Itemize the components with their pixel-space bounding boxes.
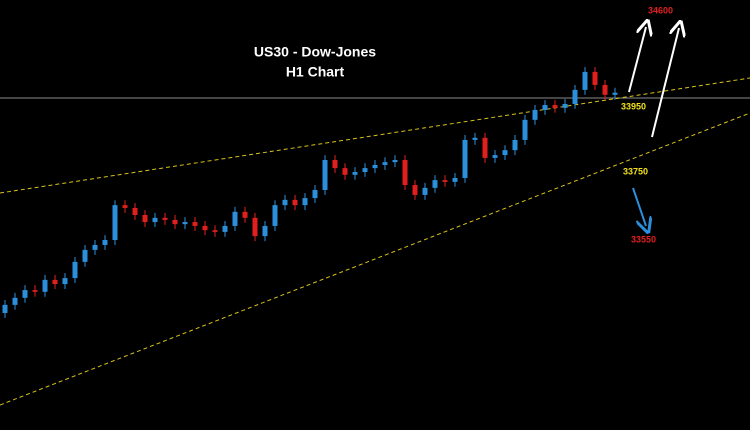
candle-body: [202, 225, 208, 231]
candle-body: [472, 137, 478, 140]
candle-body: [112, 205, 118, 241]
candle-body: [62, 278, 68, 285]
candle-body: [172, 219, 178, 225]
candle-body: [562, 103, 568, 108]
candle-body: [582, 71, 588, 90]
arrow-up: [628, 27, 646, 93]
candle-body: [182, 222, 188, 225]
candle-body: [412, 185, 418, 195]
level-label: 33950: [621, 101, 646, 111]
candle-body: [312, 189, 318, 199]
candle-body: [372, 164, 378, 169]
candle-body: [82, 249, 88, 262]
candle-body: [272, 205, 278, 226]
target-label: 33550: [631, 234, 656, 244]
candle-body: [232, 211, 238, 226]
candle-body: [342, 168, 348, 175]
trendline-lower: [0, 112, 750, 406]
candle-body: [602, 84, 608, 95]
trendline-upper: [0, 77, 750, 194]
candle-body: [402, 160, 408, 186]
candle-body: [452, 177, 458, 182]
level-label: 33750: [623, 166, 648, 176]
candle-body: [42, 279, 48, 292]
candle-body: [102, 240, 108, 245]
chart-subtitle: H1 Chart: [286, 64, 345, 80]
candle-body: [422, 187, 428, 195]
candle-body: [552, 105, 558, 108]
candle-body: [302, 198, 308, 206]
candle-body: [192, 222, 198, 226]
candle-body: [352, 172, 358, 175]
candle-body: [22, 290, 28, 298]
candle-body: [132, 207, 138, 215]
candle-body: [262, 225, 268, 237]
candle-body: [442, 180, 448, 182]
candle-body: [162, 217, 168, 220]
candle-body: [362, 168, 368, 172]
candle-body: [282, 199, 288, 206]
candle-body: [392, 160, 398, 163]
candle-body: [252, 217, 258, 237]
candle-body: [92, 244, 98, 250]
candle-body: [522, 119, 528, 140]
candle-body: [532, 109, 538, 120]
candle-body: [542, 105, 548, 110]
candle-body: [72, 261, 78, 279]
target-label: 34600: [648, 5, 673, 15]
candle-body: [292, 199, 298, 206]
candle-body: [222, 225, 228, 232]
candle-body: [242, 211, 248, 218]
candle-body: [332, 160, 338, 169]
candle-body: [502, 150, 508, 156]
candle-body: [152, 217, 158, 223]
candle-body: [212, 230, 218, 232]
candle-body: [482, 137, 488, 158]
candle-body: [142, 215, 148, 223]
candle-body: [492, 155, 498, 158]
candle-body: [612, 92, 618, 95]
chart-title: US30 - Dow-Jones: [254, 44, 376, 60]
candle-body: [122, 205, 128, 208]
candle-body: [2, 304, 8, 313]
candle-body: [322, 160, 328, 190]
arrow-up: [651, 28, 679, 138]
arrow-down: [632, 187, 646, 226]
candle-body: [382, 162, 388, 165]
candle-body: [512, 139, 518, 151]
candle-body: [592, 71, 598, 85]
candle-body: [432, 180, 438, 188]
candle-body: [32, 290, 38, 292]
candle-body: [52, 279, 58, 285]
candle-body: [572, 89, 578, 104]
candle-body: [462, 139, 468, 178]
candle-body: [12, 297, 18, 305]
candles: [2, 66, 618, 318]
